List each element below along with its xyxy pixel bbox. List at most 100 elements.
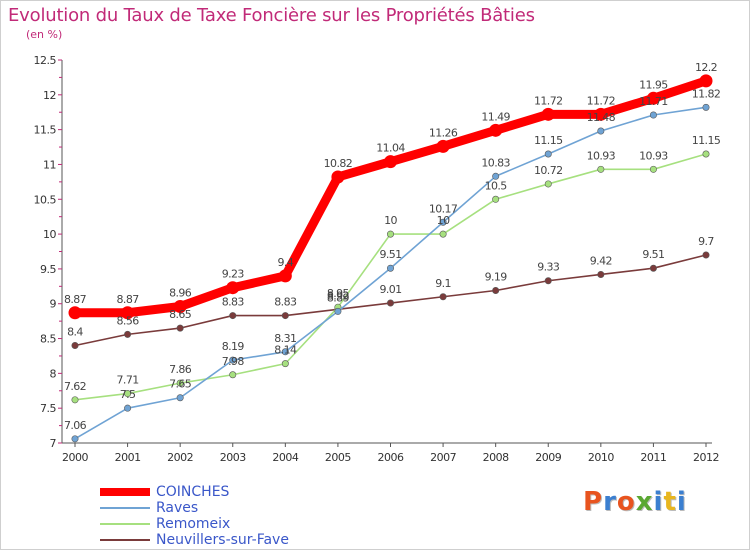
data-point xyxy=(331,170,345,184)
data-point xyxy=(71,342,79,350)
data-point xyxy=(176,324,184,332)
data-label: 10.82 xyxy=(324,157,353,170)
data-point xyxy=(334,307,342,315)
data-label: 11.95 xyxy=(639,78,668,91)
data-point xyxy=(68,306,82,320)
data-label: 9.4 xyxy=(277,256,293,269)
data-point xyxy=(649,111,657,119)
data-point xyxy=(597,270,605,278)
data-label: 9.1 xyxy=(435,277,451,290)
data-label: 8.83 xyxy=(274,296,297,309)
data-label: 9.33 xyxy=(537,261,560,274)
legend-label-raves: Raves xyxy=(156,500,199,516)
data-label: 10.93 xyxy=(587,149,616,162)
data-point xyxy=(436,139,450,153)
data-label: 9.01 xyxy=(379,283,401,296)
data-label: 8.83 xyxy=(222,296,245,309)
y-tick-label: 10 xyxy=(43,228,56,241)
y-tick-label: 11 xyxy=(43,158,56,171)
logo-letter: i xyxy=(676,487,687,517)
x-tick-label: 2008 xyxy=(483,451,509,464)
x-tick-label: 2004 xyxy=(272,451,298,464)
data-label: 7.65 xyxy=(169,378,192,391)
data-point xyxy=(544,150,552,158)
data-label: 8.92 xyxy=(327,289,349,302)
y-tick-label: 7.5 xyxy=(40,402,56,415)
data-point xyxy=(173,300,187,314)
data-point xyxy=(702,150,710,158)
data-point xyxy=(124,404,132,412)
data-point xyxy=(229,356,237,364)
chart-subtitle: (en %) xyxy=(26,28,63,41)
legend-label-remomeix: Remomeix xyxy=(156,516,231,532)
data-label: 8.4 xyxy=(67,326,83,339)
data-point xyxy=(124,330,132,338)
x-tick-label: 2002 xyxy=(167,451,193,464)
data-point xyxy=(649,264,657,272)
data-point xyxy=(278,269,292,283)
data-point xyxy=(439,218,447,226)
data-label: 7.62 xyxy=(64,380,86,393)
data-label: 8.14 xyxy=(274,344,297,357)
legend-item-coinches: COINCHES xyxy=(98,484,289,500)
data-point xyxy=(384,155,397,169)
data-label: 10.72 xyxy=(534,164,563,177)
x-tick-label: 2006 xyxy=(378,451,404,464)
data-point xyxy=(597,165,605,173)
data-point xyxy=(71,435,79,443)
data-point xyxy=(702,103,710,111)
data-label: 8.95 xyxy=(327,287,350,300)
data-label: 8.31 xyxy=(274,332,296,345)
data-point xyxy=(176,394,184,402)
legend-item-neuvillers: Neuvillers-sur-Fave xyxy=(98,532,289,548)
data-label: 11.72 xyxy=(534,94,563,107)
data-point xyxy=(489,123,503,137)
data-point xyxy=(229,312,237,320)
data-point xyxy=(492,172,500,180)
data-label: 10.83 xyxy=(481,156,510,169)
x-tick-label: 2009 xyxy=(535,451,561,464)
data-label: 10.93 xyxy=(639,149,668,162)
data-label: 9.19 xyxy=(485,270,508,283)
logo-letter: P xyxy=(583,487,604,517)
x-tick-label: 2007 xyxy=(430,451,456,464)
proxiti-logo: Proxiti xyxy=(583,487,687,517)
data-point xyxy=(439,293,447,301)
y-tick-label: 8.5 xyxy=(40,333,56,346)
legend-swatch-remomeix xyxy=(100,523,150,525)
data-point xyxy=(386,264,394,272)
data-point xyxy=(386,230,394,238)
data-point xyxy=(226,281,240,295)
y-tick-label: 11.5 xyxy=(34,124,57,137)
legend-swatch-coinches xyxy=(100,488,150,496)
data-label: 10 xyxy=(384,214,397,227)
data-label: 9.23 xyxy=(222,268,245,281)
data-label: 11.48 xyxy=(587,111,616,124)
data-label: 8.56 xyxy=(117,314,140,327)
x-tick-label: 2011 xyxy=(640,451,666,464)
x-tick-label: 2005 xyxy=(325,451,351,464)
data-label: 8.89 xyxy=(327,291,350,304)
data-point xyxy=(702,251,710,259)
data-label: 11.15 xyxy=(692,134,721,147)
data-label: 11.15 xyxy=(534,134,563,147)
data-label: 9.42 xyxy=(590,254,612,267)
logo-letter: x xyxy=(635,487,654,517)
data-point xyxy=(439,230,447,238)
legend: COINCHES Raves Remomeix Neuvillers-sur-F… xyxy=(98,484,289,548)
legend-label-neuvillers: Neuvillers-sur-Fave xyxy=(156,532,289,548)
data-label: 11.04 xyxy=(376,142,405,155)
data-point xyxy=(492,195,500,203)
data-point xyxy=(71,396,79,404)
data-label: 8.96 xyxy=(169,287,192,300)
data-label: 10 xyxy=(437,214,450,227)
legend-label-coinches: COINCHES xyxy=(156,484,230,500)
legend-item-raves: Raves xyxy=(98,500,289,516)
data-point xyxy=(124,390,132,398)
data-label: 9.51 xyxy=(379,248,401,261)
data-point xyxy=(594,107,608,121)
data-label: 9.51 xyxy=(642,248,664,261)
data-label: 7.98 xyxy=(222,355,245,368)
